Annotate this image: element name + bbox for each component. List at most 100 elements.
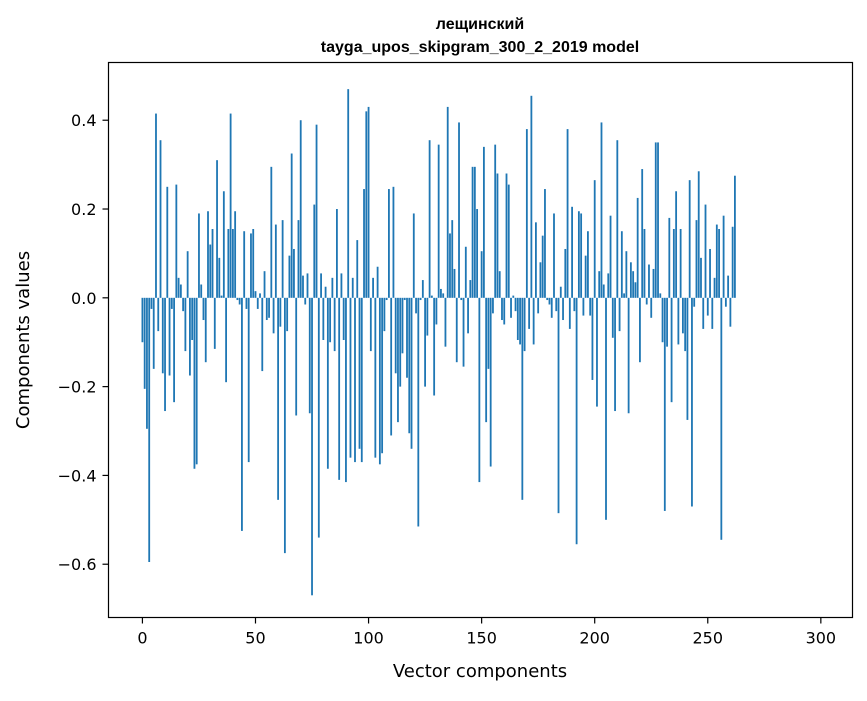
bar-142: [462, 297, 465, 367]
bar-112: [394, 297, 397, 374]
y-tick-label: −0.2: [58, 378, 97, 397]
bar-6: [155, 113, 157, 298]
bar-83: [329, 297, 332, 343]
bar-172: [530, 95, 533, 298]
bar-91: [347, 89, 350, 298]
bar-179: [546, 297, 549, 301]
bar-124: [421, 280, 424, 298]
bar-39: [229, 113, 232, 298]
bar-236: [675, 191, 678, 298]
bar-222: [643, 229, 646, 298]
bar-185: [559, 286, 562, 298]
bar-121: [415, 297, 417, 314]
bar-260: [729, 297, 732, 327]
bar-84: [331, 277, 334, 298]
bar-26: [200, 284, 203, 298]
bar-256: [720, 297, 723, 540]
bar-220: [639, 297, 641, 363]
bar-175: [537, 297, 540, 314]
bar-177: [541, 235, 544, 298]
bar-135: [446, 106, 449, 298]
bar-40: [231, 229, 234, 298]
bar-73: [306, 273, 309, 298]
bar-154: [489, 297, 492, 467]
bar-32: [213, 297, 216, 349]
bar-53: [261, 297, 264, 372]
bar-215: [627, 297, 630, 414]
bar-223: [645, 297, 648, 305]
bar-115: [401, 297, 404, 354]
bar-116: [403, 297, 406, 301]
bar-31: [211, 229, 214, 298]
x-axis-ticks: 0 50 100 150 200 250 300: [137, 617, 836, 648]
bar-146: [471, 166, 474, 298]
bar-193: [577, 211, 580, 298]
bar-109: [388, 189, 390, 298]
bar-16: [177, 277, 180, 298]
bar-192: [575, 297, 578, 545]
bar-100: [367, 106, 370, 298]
bar-255: [718, 229, 720, 298]
bar-138: [453, 268, 456, 298]
bar-164: [512, 295, 515, 298]
bar-42: [236, 297, 239, 301]
bar-237: [677, 297, 680, 345]
bar-101: [369, 297, 372, 352]
bar-126: [426, 297, 429, 336]
bar-59: [274, 224, 277, 298]
bar-173: [532, 297, 535, 345]
bar-143: [464, 246, 467, 298]
bar-233: [668, 217, 671, 298]
bar-166: [516, 297, 519, 340]
bar-155: [492, 297, 494, 314]
chart-title-line-1: лещинский: [436, 16, 524, 33]
bar-97: [360, 297, 363, 463]
bar-132: [440, 288, 442, 298]
bar-19: [184, 297, 187, 352]
bar-188: [566, 129, 569, 298]
bar-241: [686, 297, 689, 420]
bar-92: [349, 297, 352, 458]
bar-95: [356, 240, 359, 298]
bar-159: [501, 297, 503, 321]
bar-258: [724, 297, 727, 307]
bar-219: [636, 197, 639, 298]
bar-10: [164, 297, 166, 412]
bar-157: [496, 173, 499, 298]
bar-0: [141, 297, 144, 343]
bar-131: [437, 144, 440, 298]
bar-94: [354, 297, 356, 463]
bar-228: [657, 142, 659, 298]
bar-63: [283, 297, 286, 554]
bar-184: [557, 297, 560, 514]
bar-120: [412, 213, 415, 298]
bar-62: [281, 220, 284, 298]
bar-90: [345, 297, 347, 483]
bar-49: [252, 229, 255, 298]
bar-224: [648, 264, 650, 298]
bar-38: [227, 229, 230, 298]
bar-117: [406, 297, 408, 378]
bar-88: [340, 273, 343, 298]
bar-18: [182, 297, 185, 312]
bar-108: [385, 297, 388, 301]
bar-35: [220, 295, 223, 298]
bar-218: [634, 282, 637, 298]
bar-50: [254, 291, 257, 298]
bar-165: [514, 297, 517, 312]
bar-244: [693, 297, 696, 307]
bar-14: [173, 297, 175, 403]
bar-57: [270, 166, 273, 298]
bar-139: [455, 297, 458, 363]
bar-259: [727, 275, 730, 298]
bar-11: [166, 186, 169, 298]
bar-209: [614, 297, 616, 412]
bar-29: [207, 211, 209, 298]
bar-60: [277, 297, 280, 500]
chart-title-line-2: tayga_upos_skipgram_300_2_2019 model: [321, 39, 639, 56]
bar-25: [198, 213, 200, 298]
bar-160: [503, 297, 506, 325]
bar-158: [498, 271, 501, 298]
bar-93: [351, 277, 354, 298]
bar-234: [670, 297, 673, 403]
